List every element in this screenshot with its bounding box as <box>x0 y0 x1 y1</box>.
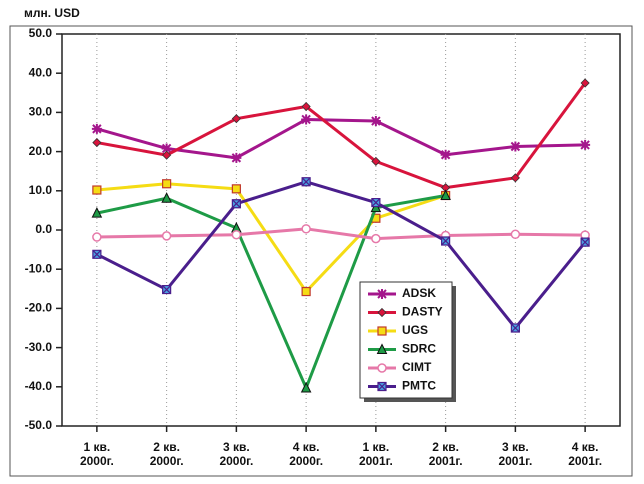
marker <box>377 307 387 318</box>
y-tick-label: 10.0 <box>29 183 53 197</box>
marker <box>92 185 102 195</box>
marker <box>371 197 381 208</box>
series <box>92 78 590 193</box>
marker <box>440 189 451 201</box>
line <box>96 180 587 330</box>
y-axis-label: млн. USD <box>24 6 80 20</box>
marker <box>92 249 102 259</box>
marker <box>510 229 521 240</box>
x-tick-label: 4 кв. 2000г. <box>289 440 323 468</box>
marker <box>510 173 520 183</box>
x-tick-label: 2 кв. 2001г. <box>429 440 463 468</box>
marker <box>377 363 387 373</box>
series <box>92 177 590 333</box>
y-tick-label: 30.0 <box>29 105 53 119</box>
marker <box>162 284 172 295</box>
x-tick-label: 2 кв. 2000г. <box>150 440 184 468</box>
y-tick-label: -40.0 <box>25 379 53 393</box>
marker <box>162 150 172 160</box>
marker <box>301 101 311 112</box>
line <box>96 182 447 294</box>
y-tick-label: 40.0 <box>29 65 53 79</box>
marker <box>377 326 387 336</box>
marker <box>301 177 311 187</box>
marker <box>162 179 172 189</box>
marker <box>91 207 103 218</box>
marker <box>371 233 381 244</box>
y-tick-label: -30.0 <box>25 340 53 354</box>
legend-label: ADSK <box>402 286 436 300</box>
x-tick-label: 1 кв. 2000г. <box>80 440 114 468</box>
marker <box>580 139 591 150</box>
x-tick-label: 3 кв. 2001г. <box>498 440 532 468</box>
marker <box>301 286 311 297</box>
legend-label: DASTY <box>402 305 443 319</box>
legend-label: CIMT <box>402 360 432 374</box>
marker <box>161 192 172 203</box>
marker <box>231 199 241 209</box>
marker <box>377 381 387 392</box>
plot-area <box>61 33 621 427</box>
line <box>96 82 587 190</box>
marker <box>231 184 241 194</box>
y-tick-label: 20.0 <box>29 144 53 158</box>
legend-label: PMTC <box>402 379 436 393</box>
legend <box>359 281 453 399</box>
marker <box>301 114 312 125</box>
y-tick-label: -20.0 <box>25 301 53 315</box>
marker <box>440 149 451 160</box>
line <box>96 194 446 390</box>
marker <box>231 229 242 240</box>
x-tick-label: 3 кв. 2000г. <box>219 440 253 468</box>
marker <box>377 289 387 299</box>
y-tick-label: -10.0 <box>25 261 53 275</box>
series <box>91 189 451 393</box>
marker <box>580 237 590 247</box>
marker <box>300 381 312 393</box>
series <box>92 224 590 244</box>
marker <box>580 78 590 88</box>
x-tick-label: 4 кв. 2001г. <box>568 440 602 468</box>
line <box>96 227 586 241</box>
marker <box>376 343 388 354</box>
marker <box>370 116 381 127</box>
marker <box>231 152 242 163</box>
marker <box>91 123 102 134</box>
marker <box>510 323 520 333</box>
marker <box>92 232 102 242</box>
marker <box>510 141 521 152</box>
y-tick-label: 0.0 <box>35 222 52 236</box>
marker <box>92 138 102 148</box>
marker <box>441 236 451 246</box>
marker <box>161 143 172 154</box>
x-tick-label: 1 кв. 2001г. <box>359 440 393 468</box>
legend-label: SDRC <box>402 342 436 356</box>
marker <box>301 224 311 234</box>
legend-label: UGS <box>402 323 428 337</box>
y-tick-label: 50.0 <box>29 26 53 40</box>
y-tick-label: -50.0 <box>25 418 53 432</box>
marker <box>161 231 172 241</box>
marker <box>231 114 241 124</box>
marker <box>371 156 381 166</box>
